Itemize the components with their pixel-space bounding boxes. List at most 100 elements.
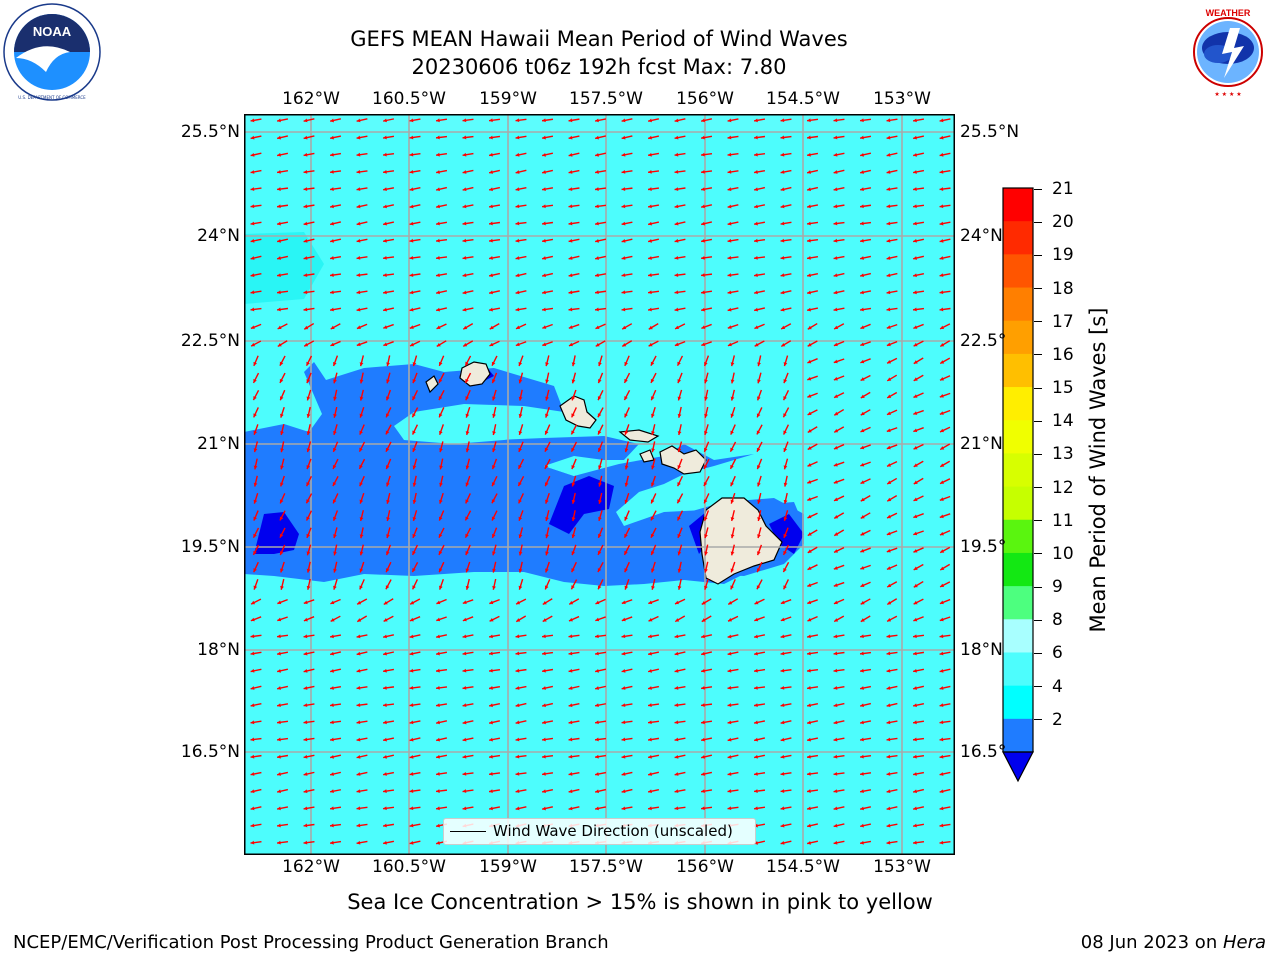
wind-wave-arrowhead — [465, 585, 470, 590]
wind-wave-arrowhead — [834, 497, 839, 501]
molokai-island — [618, 429, 660, 443]
lon-tick-bottom: 157.5°W — [569, 857, 643, 877]
wind-wave-arrowhead — [913, 772, 917, 776]
wind-wave-arrowhead — [674, 668, 679, 673]
wind-wave-arrowhead — [383, 187, 387, 192]
wind-wave-arrowhead — [253, 378, 257, 383]
wind-wave-arrowhead — [913, 583, 918, 588]
wind-wave-arrowhead — [436, 342, 441, 347]
wind-wave-arrowhead — [730, 362, 735, 367]
wind-wave-arrowhead — [939, 118, 944, 123]
wind-wave-arrowhead — [833, 152, 838, 157]
wind-wave-arrowhead — [860, 497, 865, 502]
wind-wave-arrowhead — [756, 413, 761, 418]
wind-wave-arrowhead — [674, 806, 679, 811]
wind-wave-arrowhead — [886, 187, 891, 192]
wind-wave-arrowhead — [333, 534, 337, 539]
wind-wave-arrowhead — [277, 789, 281, 794]
wind-wave-arrowhead — [887, 583, 892, 588]
wind-wave-arrowhead — [383, 152, 387, 157]
wind-wave-arrowhead — [356, 686, 361, 690]
wind-wave-arrowhead — [439, 465, 443, 470]
wind-wave-arrowhead — [412, 550, 416, 555]
wind-wave-arrowhead — [277, 135, 281, 140]
wind-wave-arrowhead — [674, 772, 679, 776]
wind-wave-arrowhead — [438, 378, 443, 383]
wind-wave-arrowhead — [436, 720, 440, 725]
wind-wave-arrowhead — [727, 221, 732, 226]
wind-wave-arrowhead — [277, 290, 281, 295]
wind-wave-arrowhead — [780, 668, 785, 673]
wind-wave-arrowhead — [807, 617, 812, 622]
wind-wave-arrowhead — [462, 290, 467, 295]
wind-wave-arrowhead — [383, 703, 387, 707]
wind-wave-arrowhead — [330, 789, 334, 794]
wind-wave-arrowhead — [571, 534, 576, 539]
wind-wave-arrowhead — [886, 531, 891, 536]
wind-wave-arrowhead — [462, 651, 467, 656]
wind-wave-arrowhead — [913, 238, 917, 243]
lat-tick-left: 18°N — [197, 640, 240, 660]
wind-wave-arrowhead — [409, 325, 414, 329]
wind-wave-arrowhead — [757, 396, 761, 401]
wind-wave-arrowhead — [306, 465, 311, 470]
map-frame — [244, 114, 955, 855]
wind-wave-arrowhead — [780, 135, 785, 140]
wind-wave-arrowhead — [807, 651, 811, 656]
wind-wave-arrowhead — [886, 290, 891, 295]
wind-wave-arrowhead — [383, 634, 387, 639]
wind-wave-arrowhead — [621, 668, 626, 673]
lon-tick-bottom: 154.5°W — [766, 857, 840, 877]
colorbar-tick-mark — [1034, 188, 1042, 190]
wind-wave-arrowhead — [674, 754, 679, 759]
wind-wave-arrowhead — [571, 585, 575, 590]
wind-wave-arrowhead — [621, 772, 626, 776]
wind-wave-arrowhead — [860, 771, 864, 776]
wind-wave-arrowhead — [409, 737, 414, 742]
wind-wave-arrowhead — [674, 152, 679, 157]
wind-wave-arrowhead — [621, 187, 626, 191]
colorbar-tick-label: 13 — [1052, 444, 1074, 465]
wind-wave-arrowhead — [886, 823, 891, 828]
wind-wave-arrowhead — [250, 789, 255, 794]
colorbar-tick-label: 2 — [1052, 709, 1063, 730]
wind-wave-arrowhead — [356, 720, 361, 725]
wind-wave-arrowhead — [651, 585, 655, 590]
wind-wave-arrowhead — [438, 516, 443, 521]
wind-wave-arrowhead — [356, 634, 361, 639]
wind-wave-arrowhead — [542, 273, 546, 278]
wind-wave-arrowhead — [756, 447, 761, 452]
wind-wave-arrowhead — [939, 634, 944, 639]
wind-wave-arrowhead — [621, 290, 626, 295]
wind-wave-arrowhead — [542, 187, 546, 192]
wind-wave-arrowhead — [465, 568, 470, 573]
wind-wave-arrowhead — [913, 566, 918, 570]
wind-wave-arrowhead — [940, 428, 945, 433]
wind-wave-arrowhead — [860, 531, 865, 536]
wind-wave-arrowhead — [253, 585, 258, 590]
wind-wave-arrowhead — [462, 221, 467, 226]
wind-wave-arrowhead — [306, 482, 310, 487]
wind-wave-arrowhead — [939, 840, 944, 845]
wind-wave-arrowhead — [280, 568, 284, 573]
wind-wave-arrowhead — [409, 651, 414, 656]
wind-wave-arrowhead — [860, 428, 865, 433]
wind-wave-arrowhead — [306, 361, 310, 366]
wind-wave-arrowhead — [913, 221, 917, 226]
wind-wave-arrowhead — [913, 634, 917, 639]
wind-wave-arrowhead — [727, 204, 732, 209]
wind-wave-arrowhead — [621, 806, 626, 811]
wind-wave-arrowhead — [807, 497, 812, 501]
wind-wave-arrowhead — [439, 499, 443, 504]
wind-wave-arrowhead — [333, 413, 337, 418]
nws-logo: WEATHER ★ ★ ★ ★ — [1180, 4, 1276, 100]
wind-wave-arrowhead — [754, 325, 759, 329]
wind-wave-arrowhead — [860, 325, 865, 329]
wind-wave-arrowhead — [277, 840, 281, 845]
wind-wave-arrowhead — [330, 806, 334, 811]
wind-wave-arrowhead — [703, 482, 708, 487]
wind-wave-arrowhead — [833, 118, 838, 123]
wind-wave-arrowhead — [359, 568, 364, 573]
wind-wave-arrowhead — [330, 754, 334, 759]
wind-wave-arrowhead — [412, 465, 417, 470]
